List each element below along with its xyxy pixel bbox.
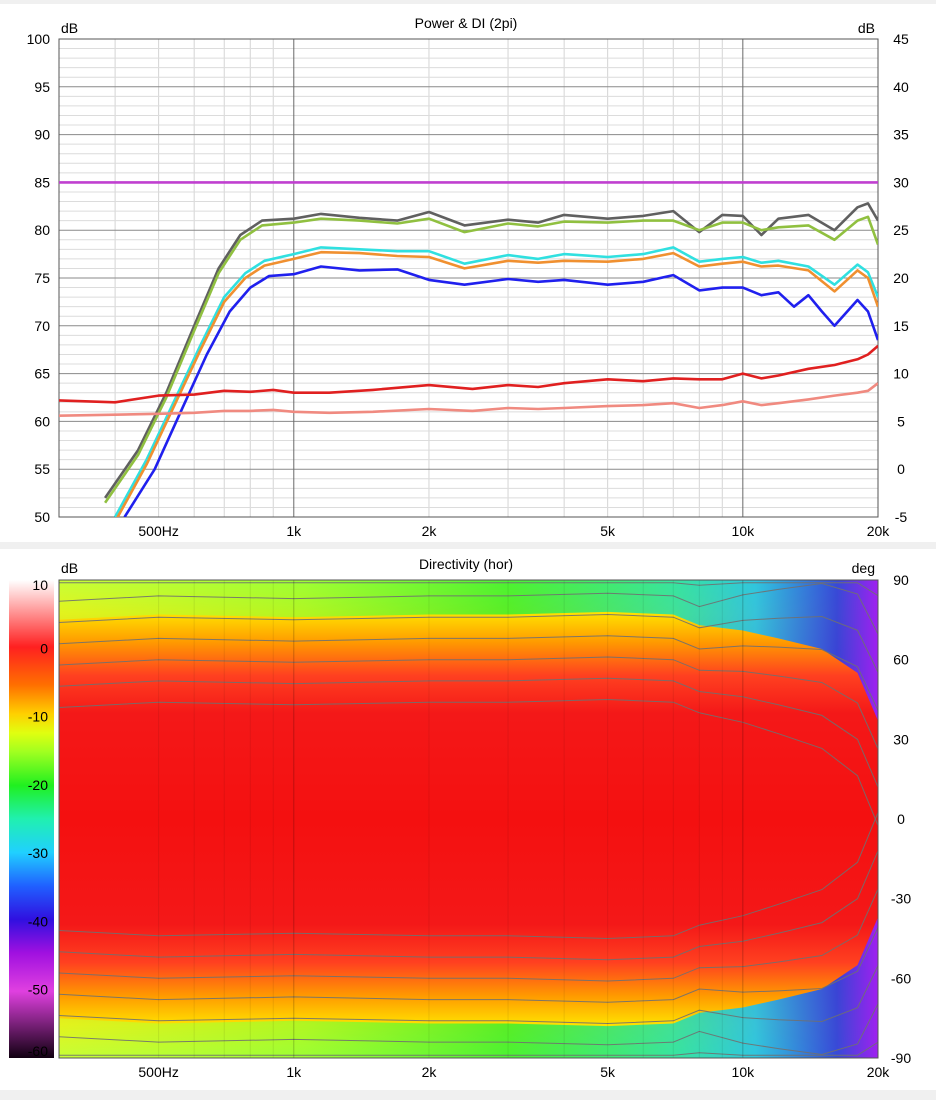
contour-line xyxy=(59,1041,878,1056)
x-tick-label: 5k xyxy=(600,523,616,539)
contour-line xyxy=(59,888,878,982)
contour-line xyxy=(59,812,878,940)
y-right-tick-label: -30 xyxy=(891,891,911,907)
x-tick-label: 5k xyxy=(600,1064,616,1080)
plot-frame xyxy=(58,38,879,518)
power-di-chart: Power & DI (2pi)dB dB50556065707580859095… xyxy=(27,15,909,539)
y-left-tick-label: 80 xyxy=(34,222,50,238)
y-right-tick-label: 20 xyxy=(893,270,909,286)
y-left-tick-label: 60 xyxy=(34,413,50,429)
colorbar-tick-label: -30 xyxy=(28,845,48,861)
y-right-tick-label: 45 xyxy=(893,31,909,47)
colorbar-tick-label: -10 xyxy=(28,709,48,725)
y-left-tick-label: 65 xyxy=(34,366,50,382)
y-right-unit: deg xyxy=(852,560,875,576)
series-line-4 xyxy=(116,250,878,517)
series-line-3 xyxy=(113,246,878,517)
lower-offaxis-band xyxy=(59,917,878,1058)
x-tick-label: 2k xyxy=(422,523,438,539)
y-right-tick-label: 90 xyxy=(893,572,909,588)
series-line-5 xyxy=(123,265,878,517)
series-line-6 xyxy=(59,344,878,404)
y-left-tick-label: 75 xyxy=(34,270,50,286)
y-right-tick-label: -90 xyxy=(891,1050,911,1066)
y-left-tick-label: 50 xyxy=(34,509,50,525)
colorbar-tick-label: -50 xyxy=(28,982,48,998)
colorbar xyxy=(9,580,54,1058)
y-right-tick-label: 10 xyxy=(893,366,909,382)
x-tick-label: 1k xyxy=(286,1064,302,1080)
plot-frame xyxy=(58,579,879,1059)
x-tick-label: 2k xyxy=(422,1064,438,1080)
contour-lines xyxy=(59,582,878,1056)
contour-line xyxy=(59,1003,878,1056)
x-tick-label: 500Hz xyxy=(138,1064,178,1080)
chart-title: Power & DI (2pi) xyxy=(415,15,518,31)
contour-line xyxy=(59,613,878,673)
series-group xyxy=(59,181,878,517)
x-tick-label: 1k xyxy=(286,523,302,539)
colorbar-tick-label: -20 xyxy=(28,777,48,793)
y-left-tick-label: 90 xyxy=(34,127,50,143)
contour-line xyxy=(59,582,878,597)
y-right-tick-label: 35 xyxy=(893,127,909,143)
y-right-tick-label: -5 xyxy=(895,509,908,525)
y-left-tick-label: 95 xyxy=(34,79,50,95)
y-right-tick-label: 0 xyxy=(897,461,905,477)
contour-line xyxy=(59,677,878,788)
upper-offaxis-band xyxy=(59,580,878,721)
y-right-tick-label: 30 xyxy=(893,174,909,190)
colorbar-tick-label: 0 xyxy=(40,640,48,656)
series-line-1 xyxy=(104,202,878,499)
y-left-unit: dB xyxy=(61,20,78,36)
x-tick-label: 500Hz xyxy=(138,523,178,539)
contour-line xyxy=(59,850,878,961)
contour-line xyxy=(59,635,878,711)
chart-title: Directivity (hor) xyxy=(419,556,513,572)
series-line-2 xyxy=(104,215,878,504)
contour-line xyxy=(59,927,878,1003)
y-right-tick-label: 0 xyxy=(897,811,905,827)
y-left-tick-label: 70 xyxy=(34,318,50,334)
grid xyxy=(59,38,878,518)
power-di-chart-panel: Power & DI (2pi) dB dB 50 55 60 65 70 75 80 85 90 95… xyxy=(0,4,936,542)
series-line-7 xyxy=(59,382,878,417)
colorbar-unit: dB xyxy=(61,560,78,576)
colorbar-tick-label: -40 xyxy=(28,913,48,929)
contour-line xyxy=(59,698,878,826)
y-right-tick-label: 30 xyxy=(893,731,909,747)
contour-line xyxy=(59,582,878,635)
contour-line xyxy=(59,965,878,1025)
y-left-tick-label: 100 xyxy=(27,31,51,47)
x-tick-label: 20k xyxy=(867,1064,891,1080)
y-right-tick-label: 40 xyxy=(893,79,909,95)
y-right-tick-label: 60 xyxy=(893,652,909,668)
colorbar-tick-label: -60 xyxy=(28,1043,48,1059)
x-tick-label: 10k xyxy=(732,523,756,539)
y-right-tick-label: 15 xyxy=(893,318,909,334)
y-left-tick-label: 55 xyxy=(34,461,50,477)
y-right-tick-label: 5 xyxy=(897,413,905,429)
y-right-tick-label: 25 xyxy=(893,222,909,238)
x-tick-label: 20k xyxy=(867,523,891,539)
heatmap xyxy=(59,580,878,1058)
x-tick-label: 10k xyxy=(732,1064,756,1080)
contour-line xyxy=(59,656,878,750)
colorbar-tick-label: 10 xyxy=(32,577,48,593)
y-right-tick-label: -60 xyxy=(891,970,911,986)
grid xyxy=(158,580,744,1058)
directivity-chart: 10 0 -10 -20 -30 -40 -50 -60 Directivity (hor) dB… xyxy=(9,556,911,1080)
heatmap-field xyxy=(59,580,878,1058)
y-left-tick-label: 85 xyxy=(34,174,50,190)
y-right-unit: dB xyxy=(858,20,875,36)
directivity-chart-panel: 10 0 -10 -20 -30 -40 -50 -60 Directivity (hor) dB… xyxy=(0,549,936,1090)
